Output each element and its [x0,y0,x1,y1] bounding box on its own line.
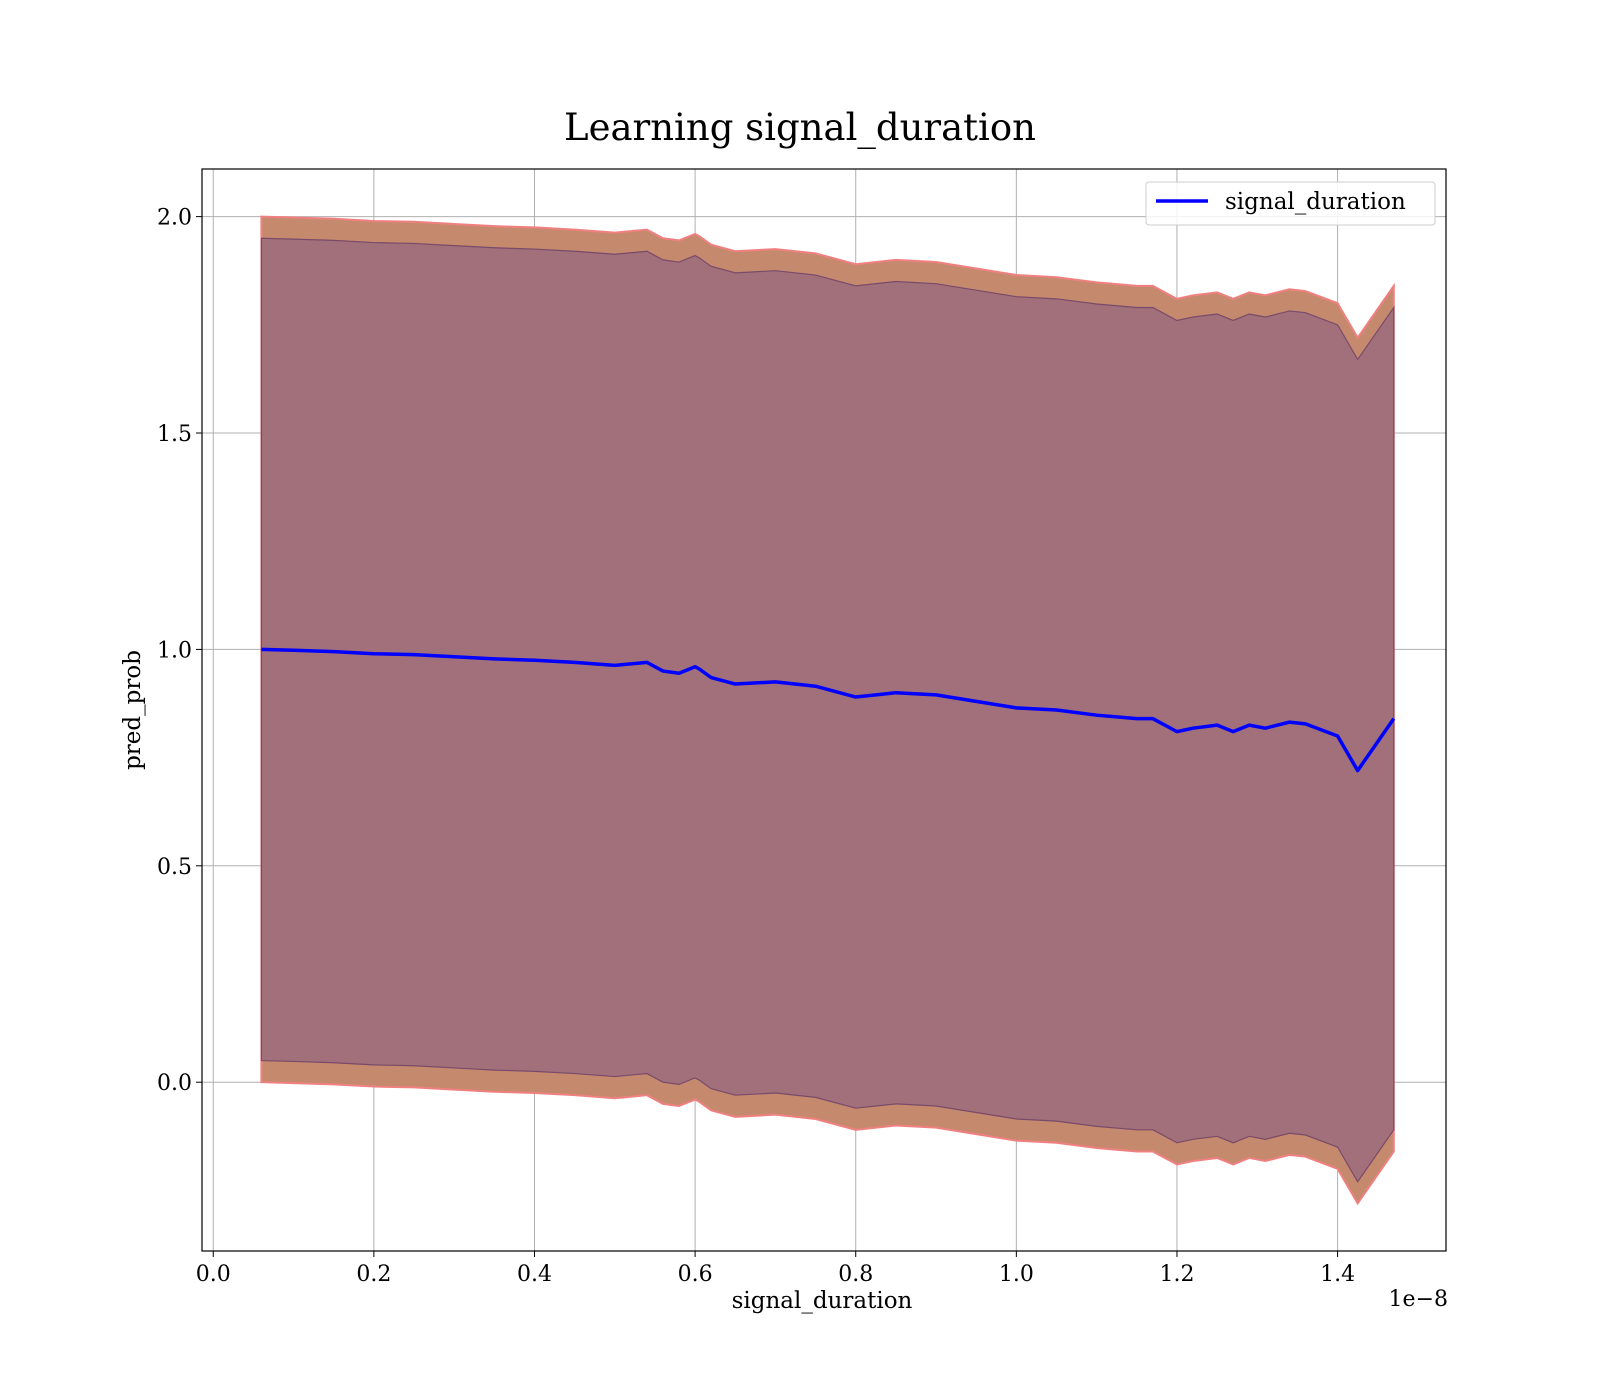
y-tick-label: 0.5 [157,855,192,880]
y-tick-label: 0.0 [157,1071,192,1096]
x-tick-label: 0.6 [678,1262,713,1287]
x-tick-label: 0.8 [838,1262,873,1287]
x-axis-offset-text: 1e−8 [1389,1287,1448,1312]
legend-label: signal_duration [1225,189,1406,215]
x-tick-label: 1.4 [1320,1262,1355,1287]
x-axis-label: signal_duration [732,1288,913,1314]
x-tick-label: 0.4 [517,1262,552,1287]
x-tick-label: 1.2 [1159,1262,1194,1287]
inner-band [260,237,1395,1183]
x-tick-label: 1.0 [999,1262,1034,1287]
chart-title: Learning signal_duration [564,106,1036,150]
y-axis-ticks: 0.0 0.5 1.0 1.5 2.0 [157,206,202,1096]
legend-box [1145,181,1436,226]
x-axis-ticks: 0.0 0.2 0.4 0.6 0.8 1.0 1.2 1.4 [196,1251,1355,1287]
y-tick-label: 1.0 [157,638,192,663]
axes-frame [201,168,1447,1252]
x-tick-label: 0.0 [196,1262,231,1287]
x-tick-label: 0.2 [356,1262,391,1287]
y-tick-label: 2.0 [157,206,192,231]
confidence-bands [260,215,1395,1206]
y-tick-label: 1.5 [157,422,192,447]
legend: signal_duration [1145,181,1436,226]
series-line-signal-duration [261,647,1396,773]
y-axis-label: pred_prob [120,650,146,770]
